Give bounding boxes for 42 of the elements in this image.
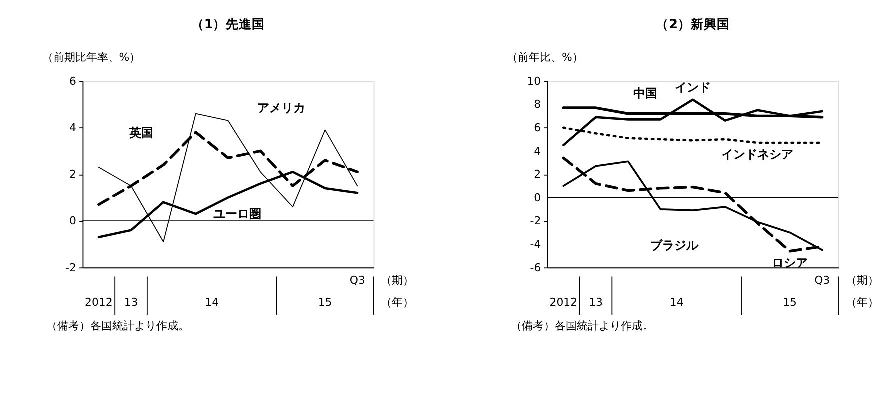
text: （備考）各国統計より作成。 <box>511 320 654 333</box>
chart-title: （2）新興国 <box>656 16 730 32</box>
text: アメリカ <box>258 101 306 116</box>
y-tick-label: 8 <box>534 98 542 112</box>
y-tick-label: 6 <box>534 121 542 134</box>
text: （年） <box>381 296 414 309</box>
text: （期） <box>381 274 414 288</box>
y-tick-label: -2 <box>530 214 542 228</box>
series-label: 中国 <box>634 86 658 100</box>
text: （備考）各国統計より作成。 <box>46 320 190 333</box>
text: ブラジル <box>650 238 700 252</box>
text: Q3 <box>814 274 830 288</box>
text: 英国 <box>128 126 154 140</box>
text: 2012 <box>85 296 113 309</box>
text: 14 <box>205 296 220 309</box>
y-tick-label: 6 <box>69 74 76 88</box>
y-axis-title: （前年比、%） <box>507 50 584 64</box>
text: 13 <box>589 296 603 309</box>
text: （期） <box>846 274 879 288</box>
y-tick-label: 4 <box>534 144 542 158</box>
y-tick-label: 2 <box>69 168 76 182</box>
text: 15 <box>783 296 797 309</box>
y-tick-label: 10 <box>527 74 542 88</box>
y-axis-title: （前期比年率、%） <box>42 50 141 64</box>
chart-title: （1）先進国 <box>191 17 266 32</box>
text: Q3 <box>350 274 366 288</box>
text: （年） <box>846 296 879 309</box>
series-label: ロシア <box>772 256 808 270</box>
series-label: ユーロ圏 <box>213 206 262 221</box>
series-label: インドネシア <box>722 147 794 162</box>
series-label: インド <box>675 80 712 95</box>
text: 13 <box>124 296 138 309</box>
y-tick-label: -6 <box>530 261 542 274</box>
y-tick-label: 0 <box>69 214 76 228</box>
y-tick-label: -4 <box>530 238 542 252</box>
text: 2012 <box>550 296 578 309</box>
text: 15 <box>318 296 332 309</box>
text: 14 <box>670 296 684 309</box>
y-tick-label: 0 <box>534 191 542 204</box>
y-tick-label: -2 <box>66 261 76 274</box>
y-tick-label: 2 <box>534 168 542 182</box>
y-tick-label: 4 <box>69 121 76 134</box>
